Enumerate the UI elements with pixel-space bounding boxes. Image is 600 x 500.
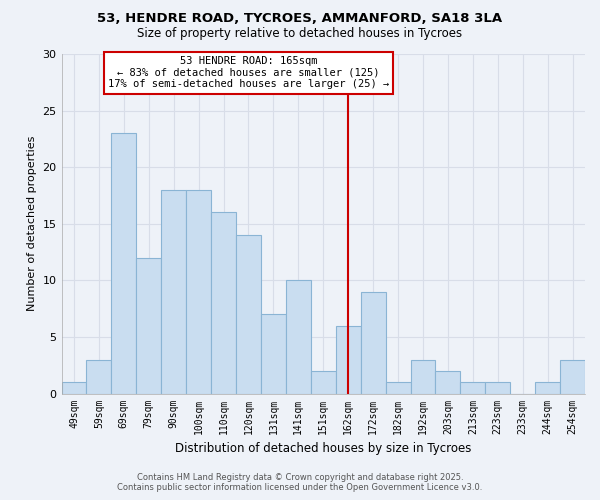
Bar [410,360,436,394]
Text: Contains HM Land Registry data © Crown copyright and database right 2025.
Contai: Contains HM Land Registry data © Crown c… [118,473,482,492]
Bar [211,212,236,394]
Bar [485,382,510,394]
Y-axis label: Number of detached properties: Number of detached properties [27,136,37,312]
Bar [361,292,386,394]
Bar [161,190,186,394]
Bar [560,360,585,394]
Bar [386,382,410,394]
Bar [311,371,336,394]
Text: 53 HENDRE ROAD: 165sqm
← 83% of detached houses are smaller (125)
17% of semi-de: 53 HENDRE ROAD: 165sqm ← 83% of detached… [108,56,389,90]
Bar [186,190,211,394]
Bar [236,235,261,394]
Bar [436,371,460,394]
Bar [261,314,286,394]
Bar [62,382,86,394]
Bar [112,133,136,394]
Text: 53, HENDRE ROAD, TYCROES, AMMANFORD, SA18 3LA: 53, HENDRE ROAD, TYCROES, AMMANFORD, SA1… [97,12,503,26]
Bar [460,382,485,394]
X-axis label: Distribution of detached houses by size in Tycroes: Distribution of detached houses by size … [175,442,472,455]
Bar [136,258,161,394]
Bar [336,326,361,394]
Bar [535,382,560,394]
Bar [286,280,311,394]
Text: Size of property relative to detached houses in Tycroes: Size of property relative to detached ho… [137,28,463,40]
Bar [86,360,112,394]
